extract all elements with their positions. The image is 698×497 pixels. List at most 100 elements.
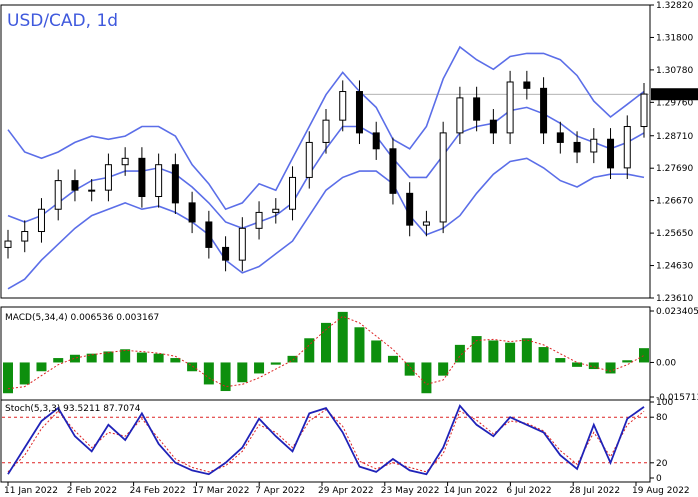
candle-body: [590, 138, 598, 153]
candle-body: [422, 221, 430, 226]
candle-body: [222, 246, 230, 261]
macd-bar: [639, 348, 649, 363]
macd-bar: [555, 358, 566, 363]
macd-label: MACD(5,34,4) 0.006536 0.003167: [5, 313, 159, 323]
macd-bar: [120, 349, 131, 363]
candle-body: [489, 119, 497, 134]
candle-body: [289, 176, 297, 210]
macd-bar: [538, 347, 549, 363]
price-tick-label: 1.23610: [656, 294, 693, 304]
candle-body: [4, 240, 12, 248]
candle-body: [104, 164, 112, 191]
candle-body: [339, 91, 347, 121]
stoch-tick-label: 0: [656, 474, 662, 484]
current-price-label: 1.30015: [655, 90, 692, 100]
price-tick-label: 1.30780: [656, 66, 693, 76]
current-price-box: [651, 88, 698, 101]
time-tick-label: 23 May 2022: [381, 486, 440, 496]
candle-body: [389, 148, 397, 194]
candle-body: [573, 141, 581, 153]
macd-bar: [354, 327, 365, 363]
macd-bar: [3, 362, 13, 394]
price-tick-label: 1.29760: [656, 98, 693, 108]
macd-bar: [572, 362, 583, 367]
macd-bar: [387, 355, 398, 363]
candle-body: [355, 91, 363, 134]
time-tick-label: 2 Feb 2022: [67, 486, 117, 496]
macd-bar: [404, 362, 415, 376]
axes: 1.32820 1.31800 1.30780 1.29760 1.28710 1.276…: [4, 1, 698, 496]
candle-body: [171, 164, 179, 204]
chart-title: USD/CAD, 1d: [7, 11, 118, 31]
candle-body: [640, 93, 648, 128]
time-tick-label: 14 Jun 2022: [444, 486, 498, 496]
candle-body: [54, 180, 62, 210]
macd-bar: [86, 353, 97, 363]
macd-bar: [605, 362, 616, 374]
candle-body: [71, 180, 79, 191]
price-tick-label: 1.27690: [656, 164, 693, 174]
macd-bar: [337, 311, 348, 363]
price-tick-label: 1.24630: [656, 262, 693, 272]
candle-body: [372, 132, 380, 150]
bollinger-upper: [7, 45, 645, 211]
macd-bar: [521, 338, 532, 363]
macd-bar: [287, 355, 298, 363]
candle-body: [121, 157, 129, 166]
time-tick-label: 24 Feb 2022: [130, 486, 186, 496]
candle-body: [473, 97, 481, 121]
candle-body: [506, 81, 514, 134]
time-tick-label: 28 Jul 2022: [569, 486, 620, 496]
macd-signal-line: [7, 315, 645, 390]
stoch-tick-label: 80: [656, 413, 668, 423]
stoch-label: Stoch(5,3,3) 93.5211 87.7074: [5, 404, 141, 414]
macd-bar: [254, 362, 265, 374]
time-tick-label: 6 Jul 2022: [506, 486, 551, 496]
stoch-main-line: [7, 404, 645, 476]
macd-bar: [153, 353, 164, 363]
candle-body: [272, 208, 280, 213]
time-tick-label: 29 Apr 2022: [318, 486, 374, 496]
macd-bar: [371, 340, 382, 363]
price-tick-label: 1.28710: [656, 132, 693, 142]
candle-body: [406, 192, 414, 226]
macd-bar: [69, 354, 80, 363]
time-tick-label: 17 Mar 2022: [192, 486, 249, 496]
candle-body: [255, 211, 263, 229]
macd-bar: [170, 358, 181, 363]
macd-bar: [321, 322, 331, 363]
macd-bar: [187, 362, 198, 372]
macd-bar: [588, 362, 599, 370]
macd-bar: [203, 362, 214, 385]
candle-body: [188, 202, 196, 223]
macd-bar: [53, 358, 64, 363]
candle-body: [607, 138, 615, 169]
candle-body: [623, 126, 631, 169]
price-tick-label: 1.26670: [656, 197, 693, 207]
candle-body: [155, 164, 163, 198]
macd-bar: [304, 338, 315, 363]
price-tick-label: 1.32820: [656, 1, 693, 11]
candle-body: [523, 81, 531, 89]
candle-body: [138, 157, 146, 198]
macd-bar: [438, 362, 449, 376]
price-tick-label: 1.25650: [656, 229, 693, 239]
macd-bar: [488, 340, 499, 363]
grid: [0, 4, 651, 483]
stochastic-panel: [2, 404, 650, 476]
macd-panel: [3, 311, 649, 394]
panel-frame-0: [0, 4, 651, 299]
candle-body: [37, 208, 45, 233]
stoch-tick-label: 20: [656, 459, 668, 469]
candle-body: [21, 231, 29, 242]
macd-bar: [505, 342, 516, 363]
macd-tick-label: 0.00: [656, 358, 676, 368]
macd-bar: [270, 362, 281, 365]
candle-body: [88, 189, 96, 192]
price-panel: [4, 45, 650, 290]
stoch-tick-label: 100: [656, 398, 673, 408]
macd-bar: [103, 351, 114, 363]
macd-tick-label: -0.015713: [656, 393, 698, 403]
macd-bar: [220, 362, 231, 392]
